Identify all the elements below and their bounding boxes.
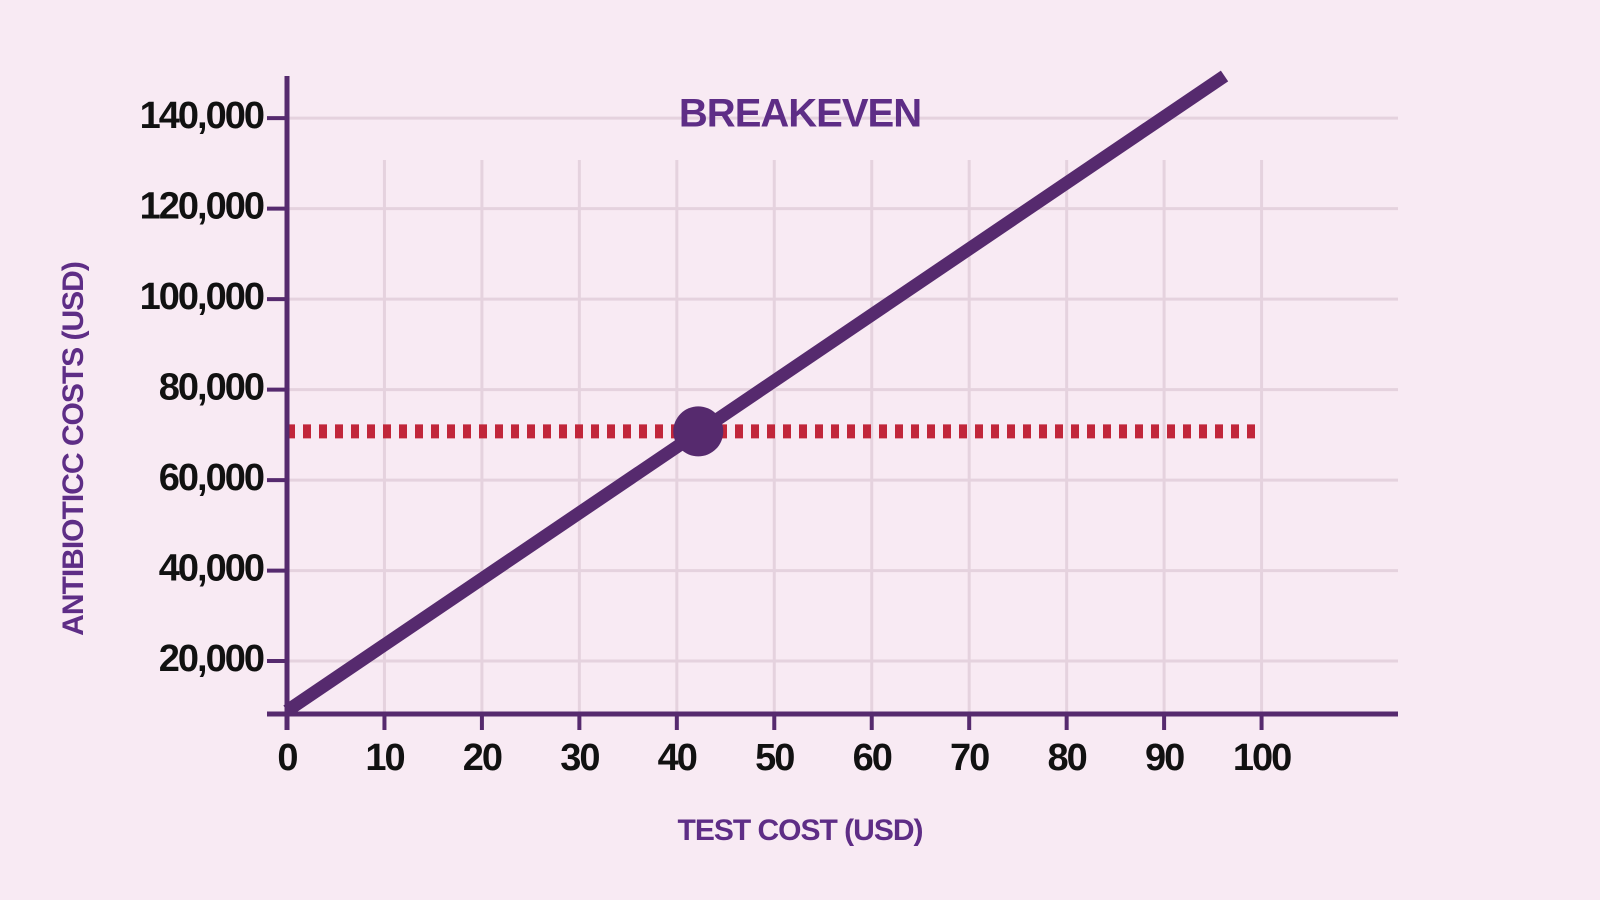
x-tick-label: 40 (658, 737, 697, 779)
x-tick-label: 60 (853, 737, 892, 779)
breakeven-point (673, 406, 724, 457)
x-tick-label: 50 (755, 737, 794, 779)
x-tick-label: 0 (277, 737, 297, 779)
marks (283, 70, 1262, 717)
y-tick-label: 120,000 (140, 186, 264, 228)
x-tick-label: 70 (950, 737, 989, 779)
x-tick-label: 100 (1233, 737, 1291, 779)
y-tick-label: 100,000 (140, 276, 264, 318)
line (283, 70, 1229, 717)
axes: 20,000 40,000 60,000 80,000 100,000 120,000 14… (140, 76, 1398, 779)
annotation-label: BREAKEVEN (679, 92, 921, 136)
x-tick-label: 90 (1145, 737, 1184, 779)
x-tick-label: 20 (463, 737, 502, 779)
y-tick-label: 80,000 (159, 367, 264, 409)
x-tick-label: 80 (1048, 737, 1087, 779)
y-axis-title: ANTIBIOTICC COSTS (USD) (57, 262, 90, 636)
x-axis-title: TEST COST (USD) (678, 814, 923, 847)
y-tick-label: 140,000 (140, 95, 264, 137)
y-tick-label: 20,000 (159, 638, 264, 680)
x-tick-label: 10 (365, 737, 404, 779)
y-tick-label: 40,000 (159, 548, 264, 590)
x-tick-label: 30 (560, 737, 599, 779)
y-tick-label: 60,000 (159, 457, 264, 499)
